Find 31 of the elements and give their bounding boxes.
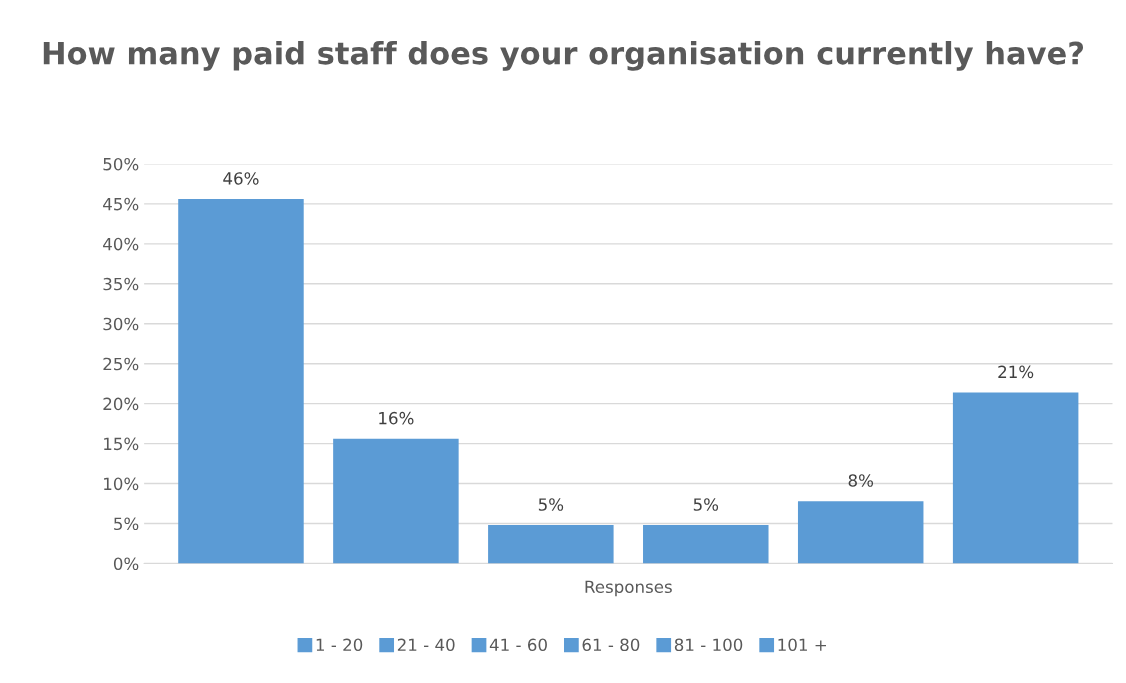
y-tick-label: 30%	[103, 317, 139, 331]
y-tick-label: 10%	[104, 477, 139, 491]
legend-label: 1 - 20	[316, 638, 363, 652]
bar	[797, 501, 924, 564]
y-tick-label: 5%	[114, 517, 139, 531]
y-tick-label: 25%	[103, 357, 139, 371]
bar	[333, 438, 459, 564]
bar	[178, 199, 304, 564]
bar	[643, 525, 769, 564]
legend-label: 21 - 40	[397, 638, 455, 652]
legend-label: 81 - 100	[674, 638, 743, 652]
data-label: 5%	[538, 498, 564, 511]
chart-title: How many paid staff does your organisation currently have?	[43, 40, 1084, 71]
y-tick-label: 50%	[103, 157, 139, 171]
data-label: 5%	[693, 498, 719, 511]
y-tick-label: 40%	[103, 237, 139, 251]
legend-label: 41 - 60	[489, 638, 547, 652]
bar	[488, 525, 614, 564]
data-label: 46%	[223, 172, 259, 185]
y-tick-label: 15%	[104, 437, 139, 451]
legend-label: 101 +	[778, 638, 826, 652]
data-label: 8%	[848, 474, 874, 487]
y-tick-label: 45%	[103, 197, 139, 211]
data-label: 21%	[998, 365, 1034, 379]
data-label: 16%	[379, 411, 414, 425]
x-tick-label: Responses	[585, 580, 672, 597]
y-tick-label: 35%	[103, 277, 139, 291]
legend-label: 61 - 80	[582, 638, 640, 652]
y-tick-label: 20%	[103, 397, 139, 411]
bar	[952, 392, 1079, 564]
y-tick-label: 0%	[113, 557, 139, 571]
